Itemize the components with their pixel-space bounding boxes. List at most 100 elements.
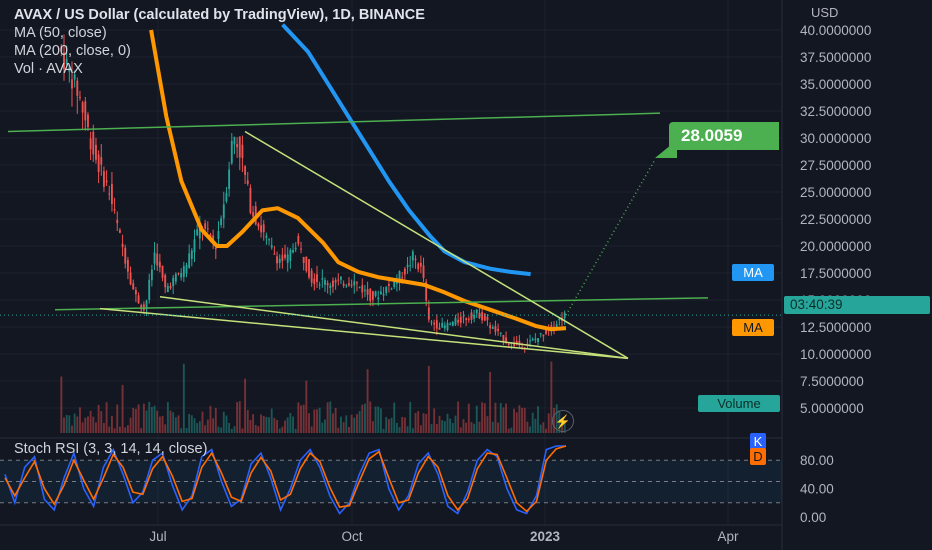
candle-body (430, 321, 433, 323)
candle-body (222, 204, 225, 219)
volume-bar (63, 417, 65, 433)
volume-bar (190, 415, 193, 433)
volume-bar (137, 404, 140, 433)
stoch-k-tag: K (750, 433, 766, 450)
ma50-legend[interactable]: MA (50, close) (14, 25, 107, 41)
candle-body (124, 247, 127, 264)
candle-body (236, 144, 239, 148)
stoch-rsi-pane (0, 445, 782, 515)
candle-body (377, 297, 380, 300)
lightning-icon[interactable]: ⚡ (552, 410, 574, 432)
volume-bar (425, 413, 428, 433)
volume-bar (89, 410, 92, 433)
candle-body (305, 256, 308, 271)
volume-bar (81, 422, 84, 433)
volume-bar (340, 416, 342, 433)
volume-bar (417, 411, 420, 433)
volume-bar (185, 428, 188, 433)
volume-bar (382, 428, 385, 433)
stoch-tick-label: 0.00 (800, 510, 826, 525)
volume-bar (87, 416, 89, 433)
candle-body (332, 280, 334, 287)
candle-body (270, 245, 273, 248)
volume-bar (441, 420, 444, 433)
volume-bar (241, 428, 244, 433)
candle-body (363, 289, 366, 291)
wedge-lower-line (99, 307, 629, 360)
candle-body (60, 46, 63, 52)
candle-body (209, 234, 212, 238)
target-price-callout[interactable]: 28.0059 (669, 122, 779, 150)
stoch-tick-label: 80.00 (800, 453, 834, 468)
candle-body (427, 307, 430, 320)
candle-body (158, 261, 161, 268)
candle-body (71, 79, 73, 89)
candle-body (262, 224, 265, 233)
ma200-legend[interactable]: MA (200, close, 0) (14, 43, 131, 59)
volume-bar (238, 401, 241, 433)
candle-body (230, 140, 233, 164)
volume-bar (422, 413, 425, 433)
candle-body (180, 272, 183, 278)
volume-bar (217, 426, 220, 433)
volume-bar (121, 384, 124, 433)
volume-bar (244, 378, 247, 433)
candle-body (241, 144, 244, 159)
candle-body (300, 248, 302, 250)
candle-body (462, 316, 465, 318)
candle-body (76, 80, 79, 96)
volume-bar (470, 422, 473, 433)
candle-body (414, 258, 417, 261)
volume-bar (204, 425, 207, 433)
candle-body (308, 259, 310, 278)
symbol-title[interactable]: AVAX / US Dollar (calculated by TradingV… (14, 7, 425, 23)
axis-labels: 40.0000000 37.5000000 35.0000000 32.5000000… (149, 23, 871, 544)
candle-body (172, 277, 175, 287)
volume-bar (334, 407, 337, 433)
volume-bar (430, 424, 433, 433)
trend-lines (0, 112, 782, 360)
volume-bar (539, 424, 542, 433)
candle-body (105, 180, 108, 183)
candle-body (153, 252, 156, 264)
stoch-rsi-legend[interactable]: Stoch RSI (3, 3, 14, 14, close) (14, 441, 208, 457)
volume-bar (411, 428, 414, 433)
candle-body (84, 101, 87, 121)
candle-body (422, 265, 425, 279)
volume-legend[interactable]: Vol · AVAX (14, 61, 83, 77)
volume-bar (459, 427, 462, 433)
volume-bar (342, 422, 345, 433)
volume-bar (353, 417, 356, 433)
candle-body (118, 229, 121, 233)
candle-body (316, 274, 318, 282)
volume-bar (233, 426, 236, 433)
volume-bar (236, 402, 239, 433)
volume-bars (60, 361, 566, 433)
volume-bar (348, 427, 350, 433)
candle-body (491, 327, 494, 329)
candle-body (449, 323, 452, 325)
candle-body (292, 249, 294, 253)
candle-body (417, 263, 420, 270)
candle-body (252, 212, 255, 217)
candle-body (379, 291, 382, 295)
candle-body (249, 187, 252, 213)
candle-body (515, 341, 518, 345)
candle-body (150, 269, 153, 281)
candle-body (398, 271, 401, 284)
volume-bar (214, 407, 217, 433)
volume-bar (249, 419, 252, 433)
volume-bar (140, 428, 143, 433)
volume-bar (531, 412, 534, 433)
volume-bar (150, 406, 153, 433)
volume-bar (537, 406, 539, 433)
last-price-countdown-tag: 03:40:39 (784, 296, 930, 314)
price-candles (60, 34, 566, 353)
volume-bar (451, 423, 454, 433)
candle-body (228, 169, 231, 189)
volume-bar (414, 413, 417, 433)
volume-bar (60, 376, 63, 433)
candle-body (457, 319, 460, 323)
volume-bar (262, 415, 265, 433)
